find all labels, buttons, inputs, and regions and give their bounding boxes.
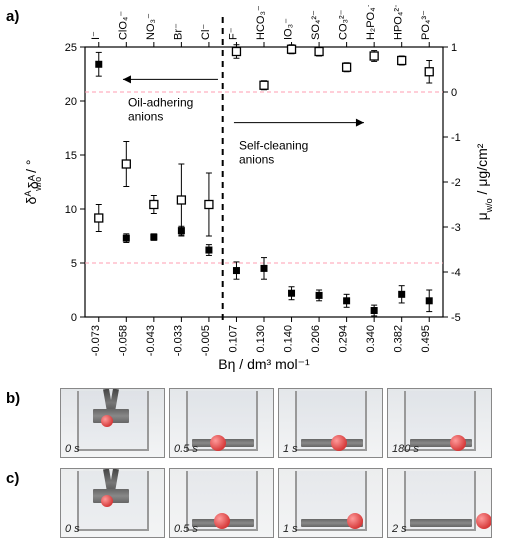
svg-text:SO₄²⁻: SO₄²⁻ <box>310 10 322 40</box>
svg-text:NO₃⁻: NO₃⁻ <box>145 13 157 40</box>
photo-frame: 0 s <box>60 388 165 458</box>
svg-text:5: 5 <box>71 258 77 270</box>
svg-text:-0.033: -0.033 <box>172 325 184 356</box>
svg-text:1: 1 <box>451 42 457 54</box>
svg-text:ClO₄⁻: ClO₄⁻ <box>117 11 129 40</box>
svg-text:0: 0 <box>451 87 457 99</box>
svg-text:Bη / dm³ mol⁻¹: Bη / dm³ mol⁻¹ <box>218 356 310 372</box>
svg-text:0.382: 0.382 <box>393 325 405 353</box>
svg-text:IO₃⁻: IO₃⁻ <box>283 18 295 40</box>
photo-frame: 2 s <box>387 468 492 538</box>
photo-frame: 1 s <box>278 468 383 538</box>
frame-time-label: 1 s <box>283 523 298 535</box>
frame-time-label: 0.5 s <box>174 523 198 535</box>
svg-text:25: 25 <box>65 42 77 54</box>
svg-text:0: 0 <box>71 312 77 324</box>
svg-text:-5: -5 <box>451 312 461 324</box>
svg-text:0.340: 0.340 <box>365 325 377 353</box>
svg-text:-0.058: -0.058 <box>117 325 129 356</box>
svg-text:0.495: 0.495 <box>420 325 432 353</box>
svg-text:F⁻: F⁻ <box>227 27 239 40</box>
panel-b-label: b) <box>6 390 20 407</box>
svg-text:anions: anions <box>128 109 163 123</box>
svg-text:10: 10 <box>65 204 77 216</box>
svg-text:-4: -4 <box>451 267 461 279</box>
svg-text:0.130: 0.130 <box>255 325 267 353</box>
svg-text:CO₃²⁻: CO₃²⁻ <box>338 9 350 40</box>
svg-text:HCO₃⁻: HCO₃⁻ <box>255 5 267 40</box>
panel-c-label: c) <box>6 470 19 487</box>
photo-frame: 0.5 s <box>169 468 274 538</box>
panel-a-label: a) <box>6 8 19 25</box>
svg-text:HPO₄²⁻: HPO₄²⁻ <box>393 5 405 40</box>
frame-time-label: 0.5 s <box>174 443 198 455</box>
svg-text:Br⁻: Br⁻ <box>172 23 184 40</box>
svg-text:-1: -1 <box>451 132 461 144</box>
svg-text:I⁻: I⁻ <box>90 31 102 40</box>
frame-time-label: 2 s <box>392 523 407 535</box>
svg-text:20: 20 <box>65 96 77 108</box>
svg-text:0.206: 0.206 <box>310 325 322 353</box>
svg-text:0.294: 0.294 <box>338 325 350 353</box>
photo-row-c: 0 s 0.5 s 1 s 2 s <box>60 468 492 538</box>
svg-text:0.140: 0.140 <box>283 325 295 353</box>
svg-text:-0.043: -0.043 <box>145 325 157 356</box>
svg-text:Cl⁻: Cl⁻ <box>200 24 212 40</box>
photo-frame: 0.5 s <box>169 388 274 458</box>
svg-text:-2: -2 <box>451 177 461 189</box>
svg-text:anions: anions <box>239 153 274 167</box>
svg-text:Self-cleaning: Self-cleaning <box>239 139 308 153</box>
chart-a: 0 5 10 15 20 25 -5 -4 -3 -2 -1 0 1 -0.073 I⁻ -0.058 ClO₄… <box>20 5 500 375</box>
svg-text:0.107: 0.107 <box>227 325 239 353</box>
svg-text:15: 15 <box>65 150 77 162</box>
photo-row-b: 0 s 0.5 s 1 s 180 s <box>60 388 492 458</box>
svg-text:-0.073: -0.073 <box>90 325 102 356</box>
photo-frame: 1 s <box>278 388 383 458</box>
frame-time-label: 180 s <box>392 443 419 455</box>
frame-time-label: 0 s <box>65 443 80 455</box>
photo-frame: 180 s <box>387 388 492 458</box>
svg-text:H₂PO₄⁻: H₂PO₄⁻ <box>365 5 377 40</box>
svg-text:Oil-adhering: Oil-adhering <box>128 95 193 109</box>
frame-time-label: 1 s <box>283 443 298 455</box>
frame-time-label: 0 s <box>65 523 80 535</box>
photo-frame: 0 s <box>60 468 165 538</box>
svg-text:μw/o / μg/cm²: μw/o / μg/cm² <box>474 143 494 220</box>
svg-text:-0.005: -0.005 <box>200 325 212 356</box>
svg-text:PO₄³⁻: PO₄³⁻ <box>420 10 432 40</box>
svg-text:-3: -3 <box>451 222 461 234</box>
